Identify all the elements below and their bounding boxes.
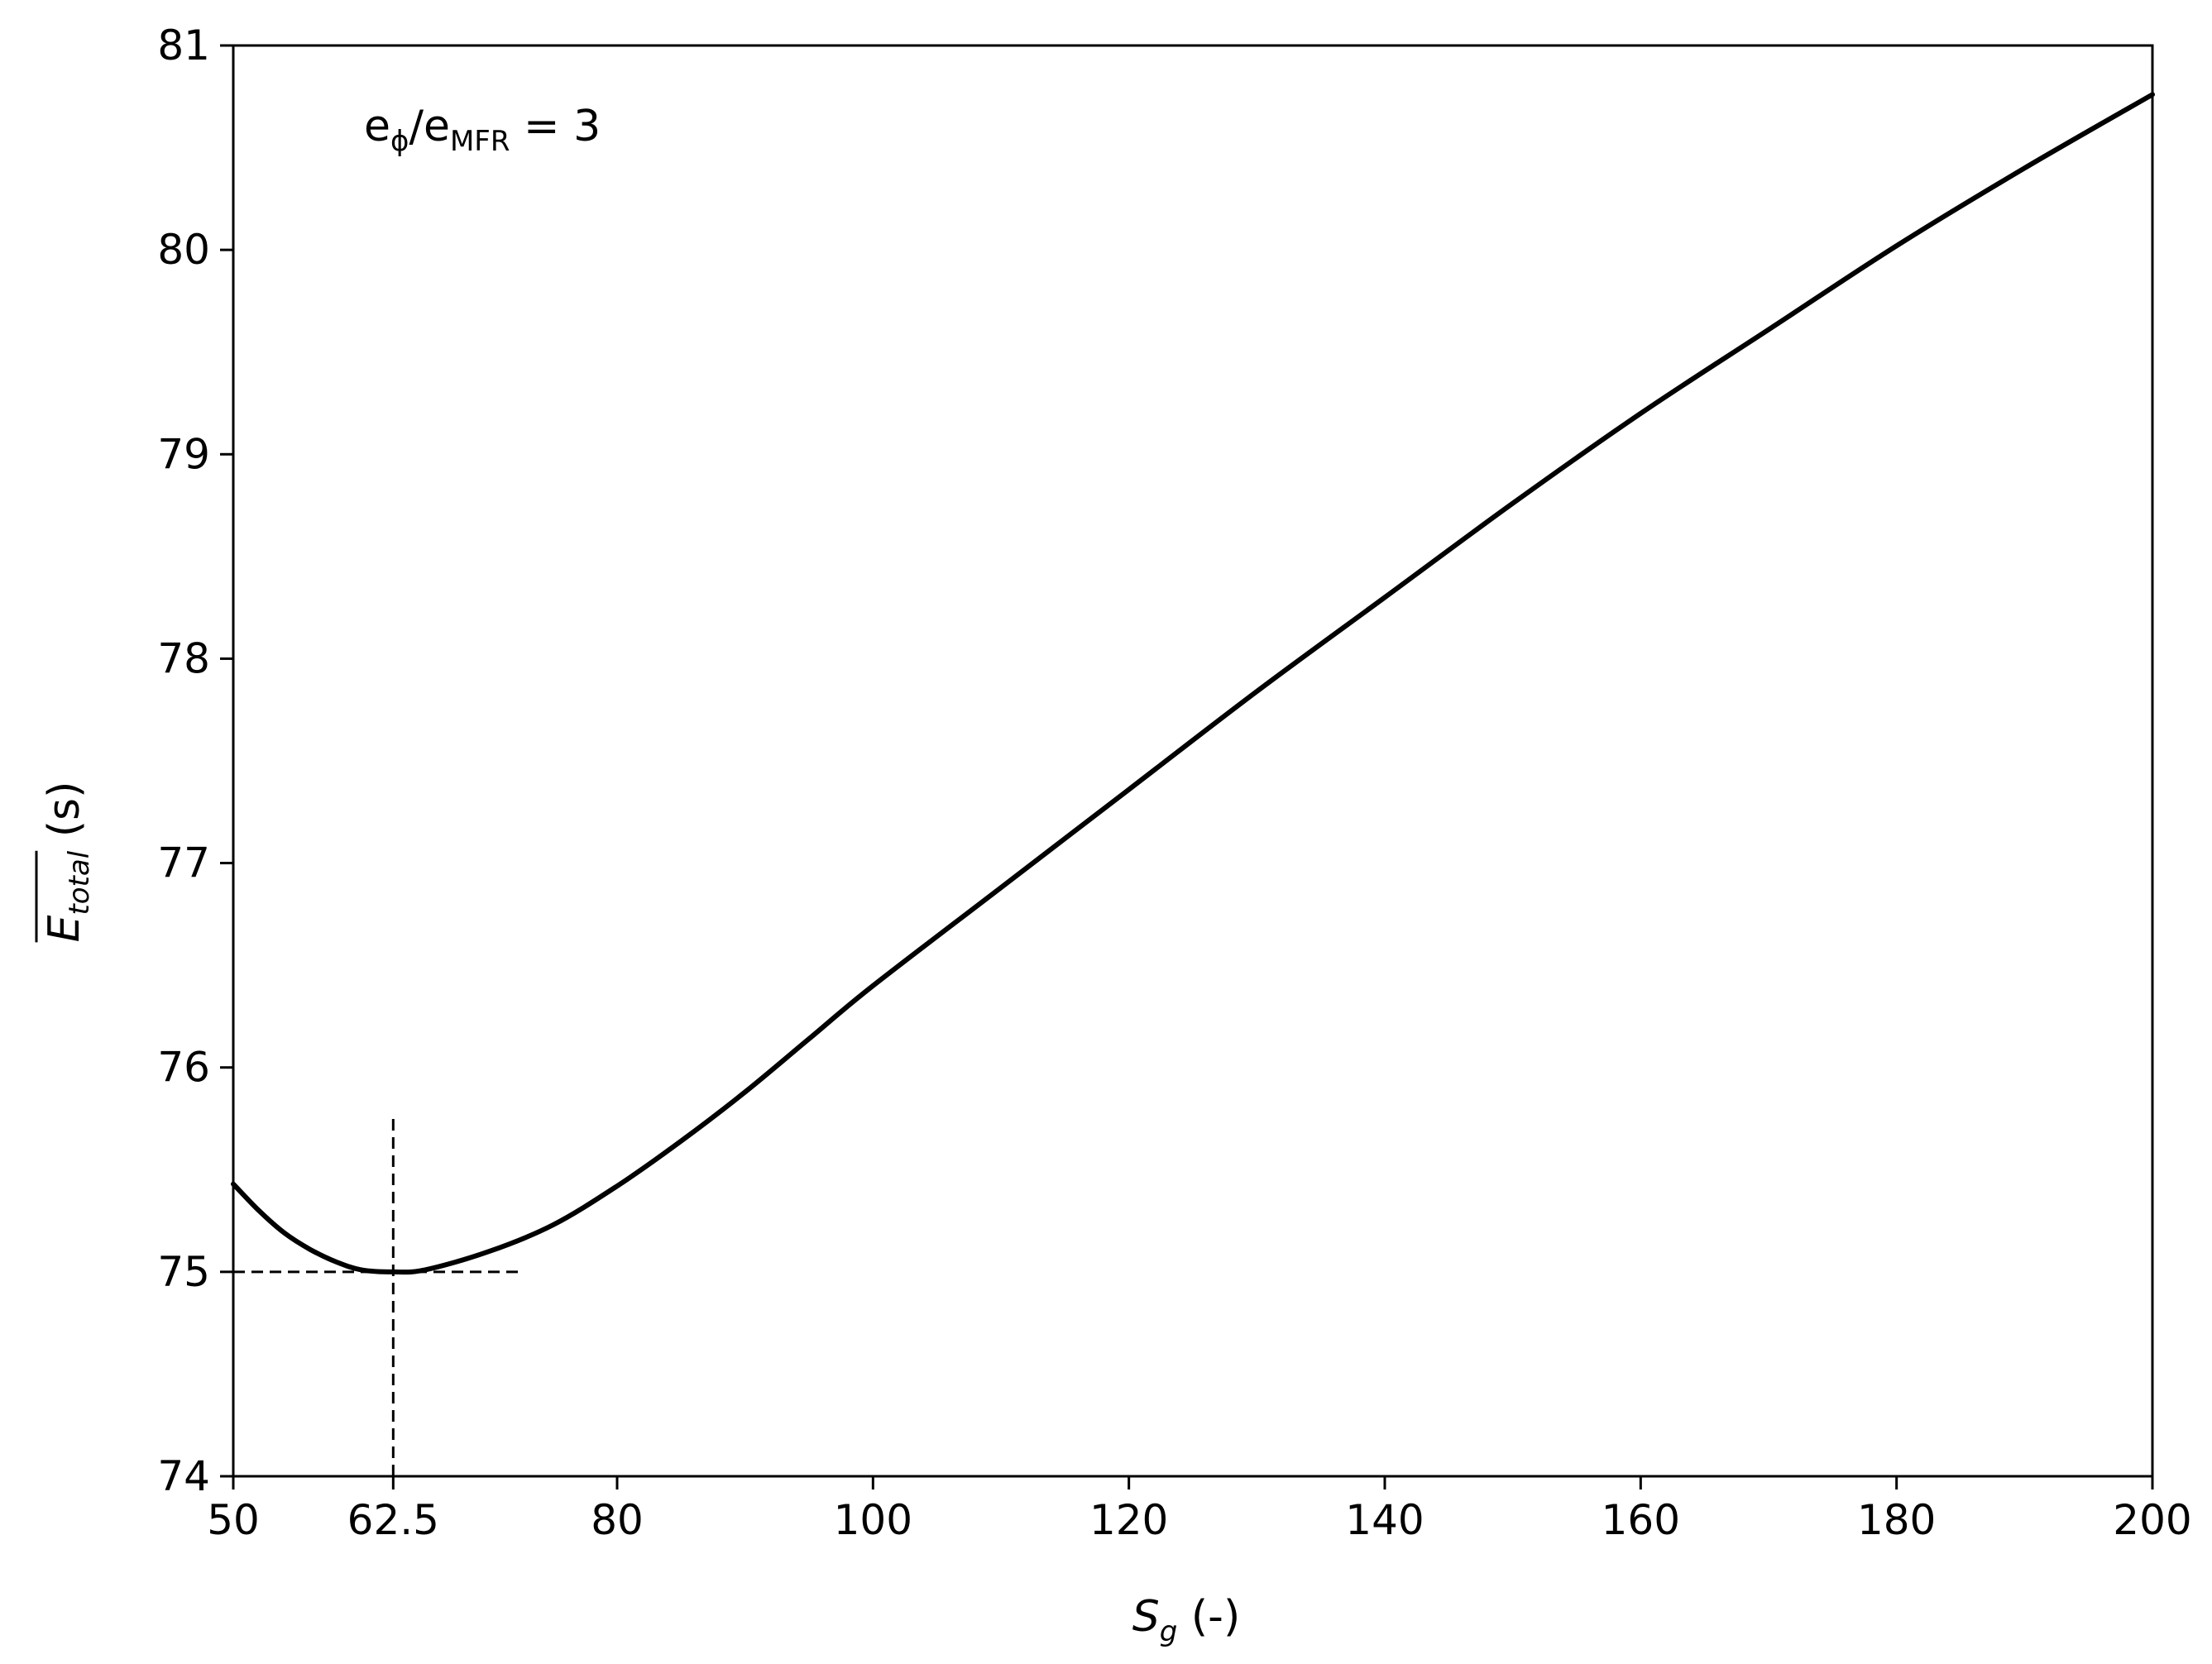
plot-background [233,45,2152,1476]
y-tick-label: 74 [157,1452,210,1500]
x-tick-label: 200 [2113,1496,2191,1544]
x-tick-label: 180 [1857,1496,1936,1544]
y-tick-label: 81 [157,22,210,69]
x-axis-title: Sg (-) [1132,1592,1240,1648]
axes [232,44,2154,1478]
y-axis-ticks: 74 75 76 77 78 79 80 81 [157,22,233,1500]
x-tick-label: 100 [834,1496,912,1544]
x-tick-label: 160 [1602,1496,1680,1544]
x-axis-ticks: 50 62.5 80 100 120 140 160 180 200 [207,1476,2192,1544]
series-line [231,92,2155,1275]
y-axis-title: Etotal (s) [40,782,96,943]
y-tick-label: 77 [157,839,210,887]
x-tick-label: 62.5 [347,1496,439,1544]
y-tick-label: 79 [157,430,210,478]
y-tick-label: 76 [157,1044,210,1092]
series-layer [231,92,2155,1275]
y-tick-label: 80 [157,226,210,274]
x-tick-label: 120 [1089,1496,1168,1544]
x-tick-label: 80 [591,1496,644,1544]
plot-area [233,45,2152,1476]
annotation-label: eϕ/eMFR = 3 [364,102,601,158]
y-tick-label: 75 [157,1248,210,1296]
reference-lines [233,1118,521,1476]
axes-frame [232,44,2154,1478]
y-tick-label: 78 [157,634,210,682]
x-tick-label: 140 [1345,1496,1424,1544]
x-tick-label: 50 [207,1496,260,1544]
